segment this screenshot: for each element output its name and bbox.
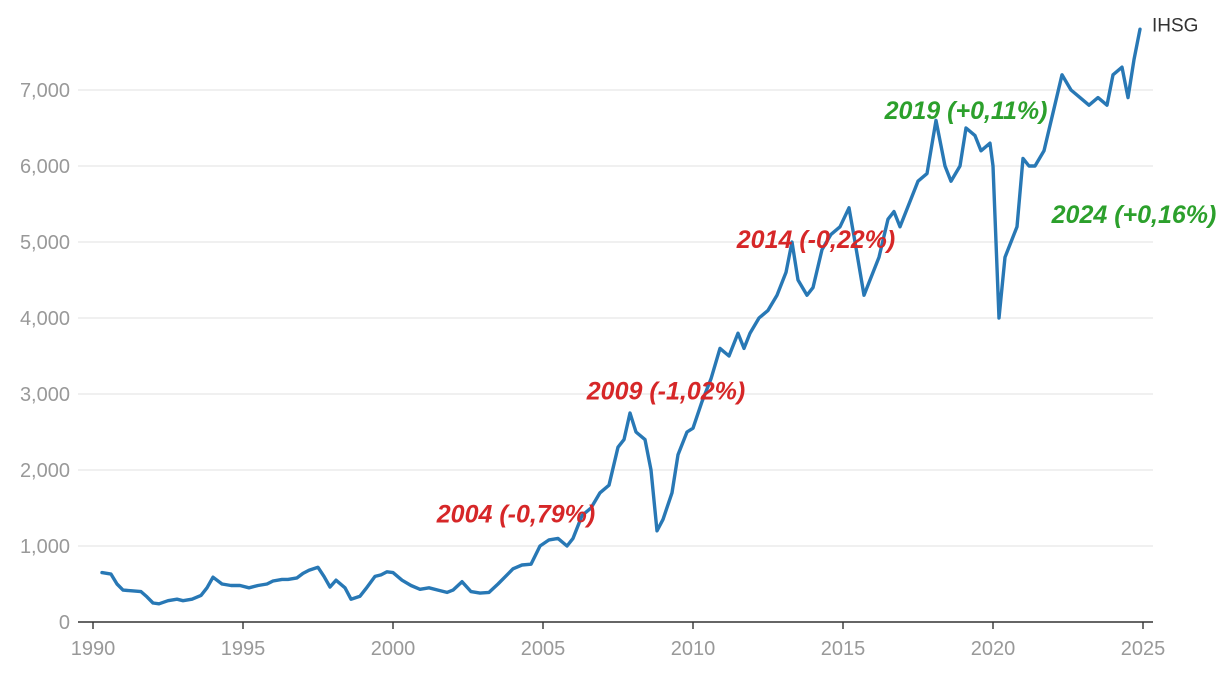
annotations: 2004 (-0,79%) 2009 (-1,02%) 2014 (-0,22%) 2… bbox=[436, 97, 1217, 529]
x-tick-label: 1990 bbox=[71, 638, 116, 660]
y-tick-label: 7,000 bbox=[20, 80, 70, 102]
y-tick-label: 3,000 bbox=[20, 384, 70, 406]
annotation-label: 2024 (+0,16%) bbox=[1051, 201, 1217, 229]
x-tick-label: 2025 bbox=[1121, 638, 1166, 660]
x-tick-label: 2000 bbox=[371, 638, 416, 660]
x-tick-label: 2020 bbox=[971, 638, 1016, 660]
x-tick-label: 2015 bbox=[821, 638, 866, 660]
series-layer: IHSG bbox=[100, 15, 1198, 606]
x-tick-label: 2010 bbox=[671, 638, 716, 660]
y-tick-label: 0 bbox=[59, 612, 70, 634]
y-tick-label: 4,000 bbox=[20, 308, 70, 330]
series-label: IHSG bbox=[1152, 15, 1198, 36]
gridlines bbox=[78, 89, 1153, 547]
annotation-label: 2014 (-0,22%) bbox=[736, 226, 895, 254]
annotation-label: 2004 (-0,79%) bbox=[436, 500, 595, 528]
x-tick-label: 2005 bbox=[521, 638, 566, 660]
annotation-label: 2019 (+0,11%) bbox=[884, 97, 1048, 125]
y-tick-label: 5,000 bbox=[20, 232, 70, 254]
annotation-label: 2009 (-1,02%) bbox=[586, 377, 745, 405]
y-tick-label: 2,000 bbox=[20, 460, 70, 482]
y-tick-label: 6,000 bbox=[20, 156, 70, 178]
x-tick-label: 1995 bbox=[221, 638, 266, 660]
series-line-ihsg bbox=[100, 27, 1142, 606]
axes: 0 1,000 2,000 3,000 4,000 5,000 6,000 7,000 1990… bbox=[20, 80, 1165, 660]
y-tick-label: 1,000 bbox=[20, 536, 70, 558]
